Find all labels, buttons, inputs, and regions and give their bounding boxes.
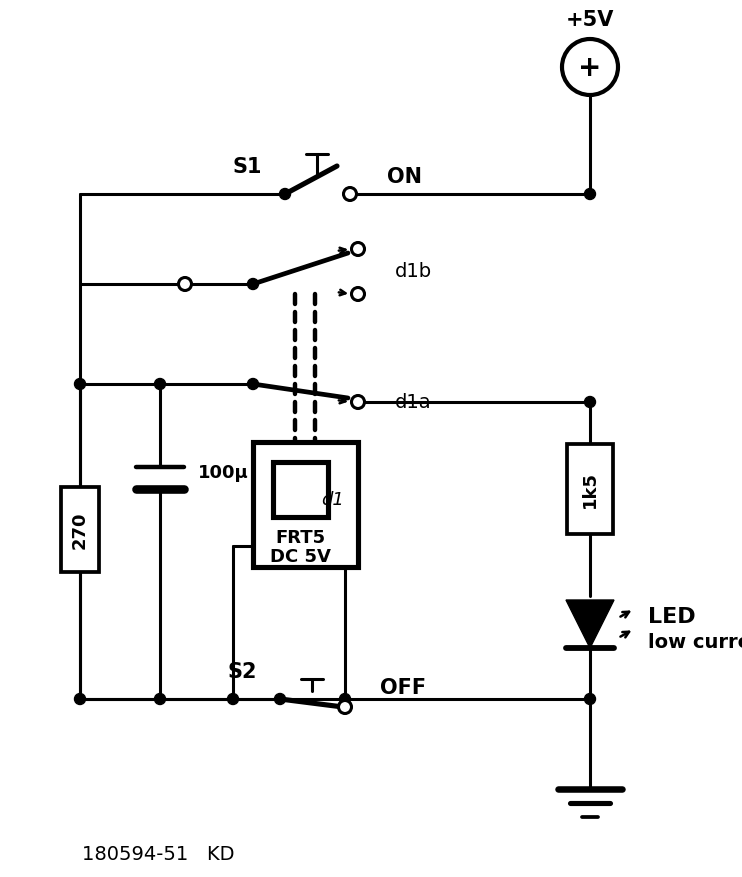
Bar <box>61 487 99 572</box>
Circle shape <box>338 701 352 714</box>
Circle shape <box>562 40 618 96</box>
Text: S2: S2 <box>227 661 257 681</box>
Circle shape <box>179 278 191 291</box>
Circle shape <box>154 379 165 390</box>
Bar <box>567 445 613 534</box>
Text: d1a: d1a <box>395 393 431 412</box>
Text: FRT5: FRT5 <box>275 529 325 546</box>
Bar <box>252 442 358 567</box>
Text: d1: d1 <box>321 490 344 509</box>
Circle shape <box>74 379 85 390</box>
Text: S1: S1 <box>232 157 262 177</box>
Circle shape <box>352 243 364 256</box>
Circle shape <box>340 694 350 705</box>
Circle shape <box>248 279 258 290</box>
Text: +: + <box>578 54 602 82</box>
Text: 270: 270 <box>71 510 89 548</box>
Text: +5V: +5V <box>566 10 614 30</box>
Text: 1k5: 1k5 <box>581 471 599 508</box>
Text: ON: ON <box>387 167 422 187</box>
Circle shape <box>352 396 364 409</box>
Circle shape <box>280 189 291 200</box>
Text: OFF: OFF <box>380 677 426 697</box>
Circle shape <box>275 694 286 705</box>
Text: 180594-51   KD: 180594-51 KD <box>82 845 234 864</box>
Text: 100µ: 100µ <box>198 463 249 481</box>
Circle shape <box>344 189 356 201</box>
Circle shape <box>585 397 596 408</box>
Text: d1b: d1b <box>395 262 432 282</box>
Circle shape <box>154 694 165 705</box>
Circle shape <box>352 289 364 301</box>
Circle shape <box>248 379 258 390</box>
Circle shape <box>74 694 85 705</box>
Text: low current: low current <box>648 633 742 652</box>
Text: DC 5V: DC 5V <box>269 547 330 566</box>
Circle shape <box>228 694 238 705</box>
Text: LED: LED <box>648 606 696 626</box>
Polygon shape <box>566 601 614 648</box>
Bar <box>272 462 327 517</box>
Circle shape <box>585 189 596 200</box>
Circle shape <box>585 694 596 705</box>
